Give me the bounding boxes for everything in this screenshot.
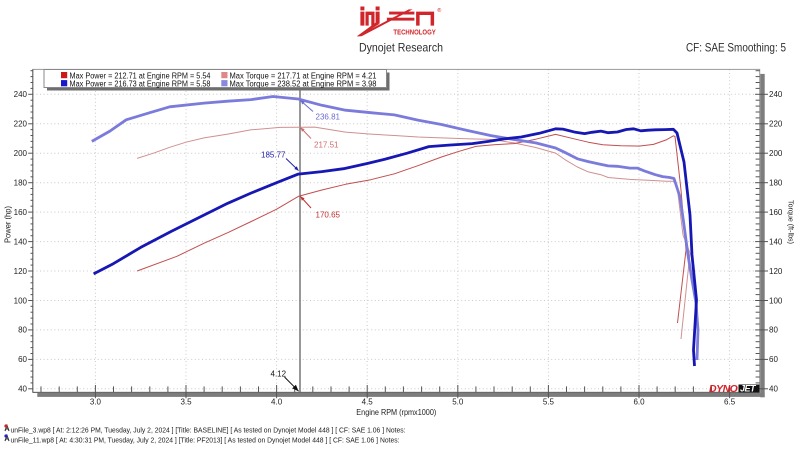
svg-text:180: 180	[14, 179, 28, 188]
svg-text:100: 100	[14, 296, 28, 305]
svg-text:60: 60	[18, 355, 27, 364]
svg-text:60: 60	[769, 355, 778, 364]
svg-text:240: 240	[769, 90, 783, 99]
svg-text:160: 160	[14, 208, 28, 217]
svg-text:80: 80	[18, 326, 27, 335]
svg-text:217.51: 217.51	[314, 141, 339, 150]
svg-text:160: 160	[769, 208, 783, 217]
svg-text:140: 140	[14, 237, 28, 246]
svg-text:40: 40	[18, 385, 27, 394]
svg-text:Max Torque = 217.71 at Engine: Max Torque = 217.71 at Engine RPM = 4.21	[230, 71, 378, 80]
svg-text:Dynojet Research: Dynojet Research	[359, 41, 443, 55]
svg-text:JET: JET	[740, 384, 757, 394]
svg-text:220: 220	[769, 120, 783, 129]
svg-text:6.0: 6.0	[633, 397, 645, 406]
svg-text:Max Power = 216.73 at Engine R: Max Power = 216.73 at Engine RPM = 5.58	[70, 80, 212, 89]
svg-text:CF: SAE Smoothing: 5: CF: SAE Smoothing: 5	[686, 41, 786, 55]
svg-text:170.65: 170.65	[316, 211, 341, 220]
svg-text:Torque (ft-lbs): Torque (ft-lbs)	[787, 200, 796, 244]
svg-text:100: 100	[769, 296, 783, 305]
svg-text:200: 200	[14, 149, 28, 158]
svg-text:Max Power = 212.71 at Engine R: Max Power = 212.71 at Engine RPM = 5.54	[70, 71, 212, 80]
svg-text:3.5: 3.5	[180, 397, 192, 406]
svg-text:240: 240	[14, 90, 28, 99]
svg-text:200: 200	[769, 149, 783, 158]
svg-text:180: 180	[769, 179, 783, 188]
svg-text:4.12: 4.12	[271, 370, 287, 379]
svg-text:6.5: 6.5	[724, 397, 736, 406]
svg-text:Max Torque = 238.52 at Engine: Max Torque = 238.52 at Engine RPM = 3.98	[230, 80, 378, 89]
svg-text:unFile_3.wp8 [ At: 2:12:26 PM,: unFile_3.wp8 [ At: 2:12:26 PM, Tuesday, …	[11, 426, 406, 435]
svg-text:®: ®	[437, 7, 441, 14]
svg-text:4.5: 4.5	[362, 397, 374, 406]
svg-text:TECHNOLOGY: TECHNOLOGY	[393, 29, 436, 36]
svg-text:120: 120	[769, 267, 783, 276]
svg-text:DYNO: DYNO	[709, 383, 738, 395]
svg-text:120: 120	[14, 267, 28, 276]
svg-text:4.0: 4.0	[271, 397, 283, 406]
svg-text:Engine RPM (rpmx1000): Engine RPM (rpmx1000)	[356, 408, 436, 417]
svg-text:unFile_11.wp8 [ At: 4:30:31 PM: unFile_11.wp8 [ At: 4:30:31 PM, Tuesday,…	[11, 436, 400, 445]
svg-text:40: 40	[769, 385, 778, 394]
svg-text:185.77: 185.77	[261, 151, 286, 160]
svg-text:Power (hp): Power (hp)	[4, 206, 13, 243]
svg-text:3.0: 3.0	[90, 397, 102, 406]
svg-text:140: 140	[769, 237, 783, 246]
svg-text:5.0: 5.0	[452, 397, 464, 406]
svg-text:220: 220	[14, 120, 28, 129]
svg-text:236.81: 236.81	[316, 113, 341, 122]
svg-text:80: 80	[769, 326, 778, 335]
svg-text:5.5: 5.5	[543, 397, 555, 406]
